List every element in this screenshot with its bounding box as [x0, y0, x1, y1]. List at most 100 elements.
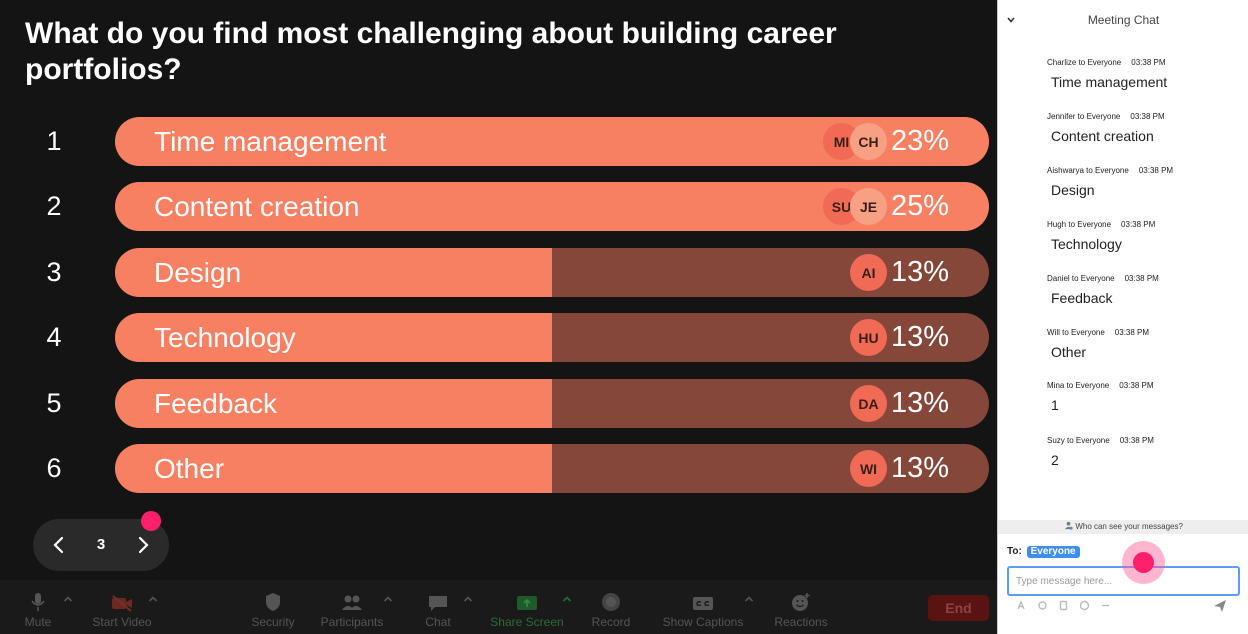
chevron-right-icon: [138, 536, 149, 554]
end-meeting-button[interactable]: End: [928, 595, 989, 621]
avatar: CH: [850, 123, 887, 160]
more-icon[interactable]: [1100, 600, 1111, 611]
message-sender: Jennifer to Everyone: [1047, 112, 1121, 121]
who-can-see-text: Who can see your messages?: [1075, 522, 1183, 531]
option-fill: [115, 313, 552, 362]
voter-avatars: WI: [850, 450, 887, 487]
show-captions-button[interactable]: Show Captions: [653, 580, 753, 634]
message-text: Content creation: [1051, 128, 1154, 144]
message-sender: Will to Everyone: [1047, 328, 1105, 337]
chat-message-input[interactable]: [1007, 566, 1240, 596]
shield-icon: [243, 580, 303, 612]
option-percent: 25%: [890, 190, 949, 222]
poll-option-bar: Technology HU 13%: [115, 313, 989, 362]
chat-message: Suzy to Everyone 03:38 PM 2: [1047, 436, 1242, 468]
share-screen-icon: [482, 580, 572, 612]
reactions-button[interactable]: Reactions: [766, 580, 836, 634]
record-button[interactable]: Record: [581, 580, 641, 634]
message-time: 03:38 PM: [1131, 58, 1166, 67]
chat-header: Meeting Chat: [998, 0, 1248, 42]
poll-option-bar: Content creation JE SU 25%: [115, 182, 989, 231]
who-can-see-link[interactable]: Who can see your messages?: [998, 520, 1248, 534]
emoji-icon[interactable]: [1079, 600, 1090, 611]
meeting-chat-panel: Meeting Chat Charlize to Everyone 03:38 P…: [997, 0, 1248, 634]
recipient-select[interactable]: Everyone: [1026, 546, 1080, 558]
message-time: 03:38 PM: [1124, 274, 1159, 283]
chat-message: Aishwarya to Everyone 03:38 PM Design: [1047, 166, 1242, 198]
reactions-label: Reactions: [774, 615, 828, 629]
chevron-up-icon[interactable]: [383, 592, 393, 606]
slide-number: 3: [96, 536, 106, 553]
share-screen-button[interactable]: Share Screen: [482, 580, 572, 634]
poll-question: What do you find most challenging about …: [25, 17, 837, 86]
message-sender: Mina to Everyone: [1047, 381, 1110, 390]
participants-label: Participants: [320, 615, 384, 629]
avatar: WI: [850, 450, 887, 487]
chat-message: Charlize to Everyone 03:38 PM Time managem…: [1047, 58, 1242, 90]
share-screen-label: Share Screen: [490, 615, 564, 629]
chat-message: Mina to Everyone 03:38 PM 1: [1047, 381, 1242, 413]
to-label: To:: [1007, 546, 1022, 557]
chevron-down-icon[interactable]: [1006, 12, 1016, 30]
prev-slide-button[interactable]: [39, 519, 79, 571]
message-time: 03:38 PM: [1114, 328, 1150, 337]
option-label: Other: [154, 453, 225, 484]
avatar: DA: [850, 385, 887, 422]
screenshot-icon[interactable]: [1037, 600, 1048, 611]
message-text: 2: [1051, 452, 1059, 468]
message-sender: Daniel to Everyone: [1047, 274, 1115, 283]
people-icon: [307, 580, 397, 612]
option-label: Design: [154, 257, 242, 288]
chevron-up-icon[interactable]: [63, 592, 73, 606]
message-text: 1: [1051, 397, 1059, 413]
option-label: Technology: [154, 322, 296, 353]
security-button[interactable]: Security: [243, 580, 303, 634]
message-time: 03:38 PM: [1119, 436, 1154, 445]
security-label: Security: [251, 615, 295, 629]
message-time: 03:38 PM: [1138, 166, 1174, 175]
option-fill: [115, 248, 552, 297]
voter-avatars: HU: [850, 319, 887, 356]
option-percent: 13%: [890, 321, 949, 353]
chevron-up-icon[interactable]: [463, 592, 473, 606]
start-video-button[interactable]: Start Video: [82, 580, 162, 634]
recipient-row: To: Everyone: [1007, 546, 1080, 558]
chevron-up-icon[interactable]: [562, 592, 572, 606]
record-label: Record: [591, 615, 631, 629]
option-number: 4: [46, 322, 62, 352]
option-label: Time management: [154, 126, 387, 157]
mute-button[interactable]: Mute: [13, 580, 63, 634]
option-number: 6: [46, 453, 62, 483]
message-sender: Hugh to Everyone: [1047, 220, 1112, 229]
chat-title: Meeting Chat: [1087, 13, 1160, 27]
person-icon: [1064, 521, 1075, 531]
chevron-up-icon[interactable]: [744, 592, 754, 606]
click-indicator-dot: [141, 511, 161, 531]
participants-button[interactable]: Participants: [307, 580, 397, 634]
chat-message: Will to Everyone 03:38 PM Other: [1047, 328, 1242, 360]
send-icon[interactable]: [1212, 598, 1228, 619]
chat-message: Jennifer to Everyone 03:38 PM Content crea…: [1047, 112, 1242, 144]
format-icon[interactable]: [1016, 600, 1027, 611]
option-percent: 13%: [890, 452, 949, 484]
chat-message: Daniel to Everyone 03:38 PM Feedback: [1047, 274, 1242, 306]
chevron-up-icon[interactable]: [148, 592, 158, 606]
avatar: HU: [850, 319, 887, 356]
mute-label: Mute: [24, 615, 52, 629]
poll-option-bar: Feedback DA 13%: [115, 379, 989, 428]
poll-option-bar: Design AI 13%: [115, 248, 989, 297]
file-icon[interactable]: [1058, 600, 1069, 611]
option-number: 1: [46, 126, 62, 156]
option-fill: [115, 379, 552, 428]
avatar: JE: [850, 188, 887, 225]
chat-icon: [413, 580, 463, 612]
poll-option-bar: Other WI 13%: [115, 444, 989, 493]
option-number: 3: [46, 257, 62, 287]
message-text: Technology: [1051, 236, 1122, 252]
next-slide-button[interactable]: [123, 519, 163, 571]
option-percent: 13%: [890, 387, 949, 419]
meeting-toolbar: Mute Start Video Security Participants Chat S…: [0, 580, 997, 634]
avatar: AI: [850, 254, 887, 291]
message-text: Time management: [1051, 74, 1168, 90]
chat-button[interactable]: Chat: [413, 580, 463, 634]
